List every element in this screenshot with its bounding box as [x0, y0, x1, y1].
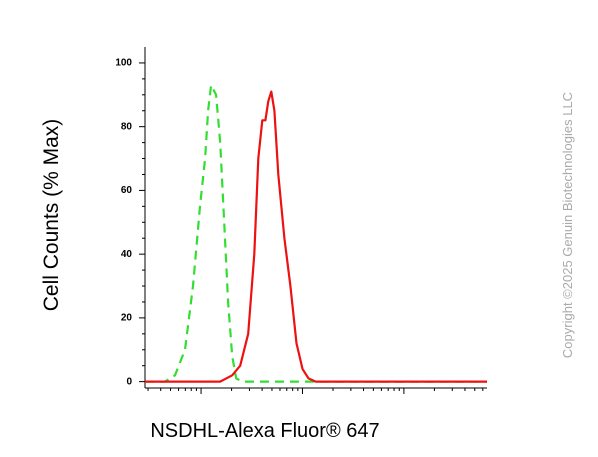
y-tick-label: 80	[121, 121, 133, 132]
histogram-line	[145, 84, 487, 383]
y-tick-label: 100	[115, 58, 132, 69]
y-axis-label: Cell Counts (% Max)	[40, 119, 63, 312]
y-tick-label: 40	[121, 249, 133, 260]
histogram-line	[145, 90, 487, 383]
watermark: Copyright ©2025 Genuin Biotechnologies L…	[560, 92, 575, 358]
x-axis-label: NSDHL-Alexa Fluor® 647	[150, 420, 379, 442]
y-tick-label: 60	[121, 185, 133, 196]
y-tick-label: 0	[126, 376, 132, 387]
y-tick-label: 20	[121, 313, 133, 324]
